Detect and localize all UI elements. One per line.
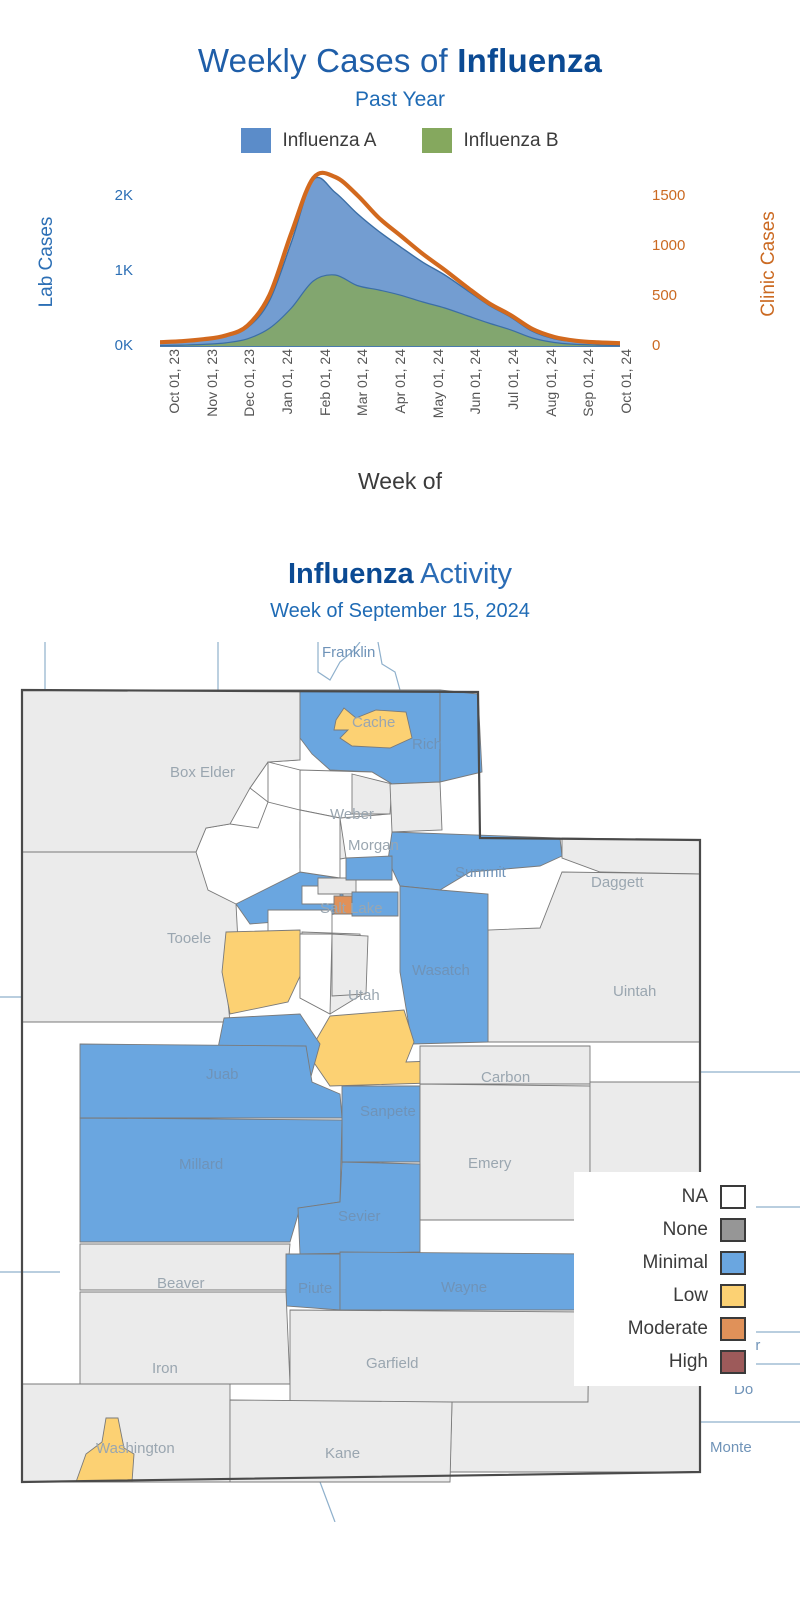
- legend-item-influenza-a[interactable]: Influenza A: [241, 128, 376, 153]
- x-tick-1: Nov 01, 23: [203, 349, 220, 417]
- chart-plot-area: Lab Cases Clinic Cases 0K 1K 2K 0 500 1000 15…: [0, 167, 800, 418]
- county-shape: [333, 895, 353, 915]
- y-tick-right-3: 1500: [652, 187, 686, 204]
- y-tick-left-1: 1K: [114, 262, 133, 279]
- x-tick-7: May 01, 24: [429, 349, 446, 419]
- county-shape: [419, 1083, 591, 1221]
- influenza-activity-map-panel: Influenza Activity Week of September 15,…: [0, 520, 800, 1600]
- map-title: Influenza Activity: [0, 520, 800, 591]
- county-shape: [339, 1251, 591, 1311]
- y-tick-right-0: 0: [652, 337, 661, 354]
- map-legend-row-low[interactable]: Low: [574, 1279, 746, 1312]
- legend-label-influenza-a: Influenza A: [282, 129, 377, 151]
- county-shape: [221, 929, 303, 1015]
- y-tick-left-2: 2K: [114, 187, 133, 204]
- x-tick-8: Jun 01, 24: [467, 349, 484, 415]
- map-title-bold: Influenza: [288, 558, 414, 590]
- map-legend-row-none[interactable]: None: [574, 1213, 746, 1246]
- map-legend: NA None Minimal Low Moderate High: [574, 1172, 756, 1386]
- map-canvas[interactable]: Box Elder Rich Cache Weber Morgan Summit Dagge…: [0, 642, 800, 1522]
- x-tick-9: Jul 01, 24: [505, 349, 521, 410]
- map-geometry: [0, 642, 800, 1522]
- county-shape: [561, 837, 701, 875]
- chart-subtitle: Past Year: [355, 88, 445, 111]
- map-legend-row-high[interactable]: High: [574, 1345, 746, 1378]
- county-shape: [351, 891, 399, 917]
- county-shape: [75, 1417, 135, 1483]
- county-shape: [399, 885, 489, 1045]
- x-tick-6: Apr 01, 24: [392, 349, 408, 414]
- map-legend-swatch: [720, 1349, 746, 1374]
- y-tick-left-0: 0K: [114, 337, 133, 354]
- legend-swatch-influenza-b: [422, 128, 453, 153]
- x-tick-3: Jan 01, 24: [279, 349, 295, 415]
- x-axis-ticks: Oct 01, 23 Nov 01, 23 Dec 01, 23 Jan 01, 24…: [160, 349, 634, 459]
- y-tick-right-1: 500: [652, 287, 678, 304]
- map-legend-swatch: [720, 1184, 746, 1209]
- influenza-chart-panel: Weekly Cases of Influenza Past Year Infl…: [0, 0, 800, 520]
- county-shape: [79, 1291, 291, 1385]
- county-shape: [439, 689, 483, 783]
- x-tick-2: Dec 01, 23: [241, 349, 258, 417]
- county-shape: [387, 831, 563, 891]
- county-shape: [79, 1243, 291, 1291]
- county-shape: [351, 773, 393, 815]
- map-legend-row-minimal[interactable]: Minimal: [574, 1246, 746, 1279]
- county-shape: [79, 1043, 343, 1119]
- map-legend-row-na[interactable]: NA: [574, 1180, 746, 1213]
- map-legend-swatch: [720, 1250, 746, 1275]
- county-shape: [389, 781, 443, 833]
- map-legend-row-moderate[interactable]: Moderate: [574, 1312, 746, 1345]
- x-axis-title: Week of: [358, 468, 442, 494]
- y-axis-right-ticks: 0 500 1000 1500: [652, 167, 722, 354]
- x-tick-12: Oct 01, 24: [618, 349, 634, 414]
- map-legend-label: High: [668, 1350, 708, 1372]
- y-axis-right-title: Clinic Cases: [758, 211, 779, 317]
- x-tick-11: Sep 01, 24: [580, 349, 597, 417]
- county-shape: [487, 871, 701, 1043]
- x-tick-10: Aug 01, 24: [542, 349, 559, 417]
- map-legend-label: None: [662, 1218, 708, 1240]
- chart-title: Weekly Cases of Influenza: [0, 0, 800, 80]
- legend-item-influenza-b[interactable]: Influenza B: [422, 128, 559, 153]
- map-legend-swatch: [720, 1217, 746, 1242]
- map-title-plain: Activity: [413, 558, 512, 590]
- county-shape: [285, 1253, 341, 1311]
- map-legend-swatch: [720, 1316, 746, 1341]
- chart-title-plain: Weekly Cases of: [197, 42, 458, 79]
- x-tick-5: Mar 01, 24: [354, 349, 371, 416]
- y-tick-right-2: 1000: [652, 237, 686, 254]
- county-shape: [289, 1309, 591, 1403]
- map-legend-label: Minimal: [642, 1251, 708, 1273]
- county-shape: [419, 1045, 591, 1085]
- chart-title-bold: Influenza: [457, 42, 603, 79]
- map-subtitle: Week of September 15, 2024: [270, 600, 530, 622]
- legend-swatch-influenza-a: [241, 128, 272, 153]
- map-legend-swatch: [720, 1283, 746, 1308]
- county-shape: [341, 1085, 421, 1163]
- legend-label-influenza-b: Influenza B: [463, 129, 559, 151]
- map-legend-label: Moderate: [627, 1317, 708, 1339]
- county-shape: [333, 707, 413, 749]
- map-legend-label: NA: [681, 1185, 708, 1207]
- chart-svg: [160, 170, 620, 347]
- map-legend-label: Low: [673, 1284, 708, 1306]
- y-axis-left-ticks: 0K 1K 2K: [78, 167, 133, 354]
- y-axis-left-title: Lab Cases: [36, 216, 57, 308]
- chart-legend: Influenza A Influenza B: [0, 128, 800, 153]
- county-shape: [229, 1399, 453, 1483]
- x-tick-0: Oct 01, 23: [166, 349, 182, 414]
- county-shape: [21, 851, 239, 1023]
- x-tick-4: Feb 01, 24: [316, 349, 333, 416]
